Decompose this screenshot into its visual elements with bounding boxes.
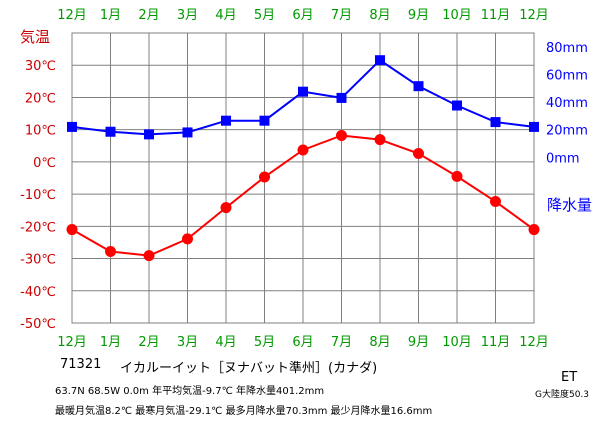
precip-tick-label: 20mm — [546, 124, 588, 139]
month-label-top: 1月 — [100, 8, 121, 23]
temp-axis-label: 気温 — [20, 28, 50, 46]
temp-tick-label: -10℃ — [20, 188, 56, 203]
precip-point — [336, 92, 347, 103]
month-label-bottom: 12月 — [57, 335, 87, 350]
month-label-bottom: 7月 — [331, 335, 352, 350]
precip-point — [182, 127, 193, 138]
temp-tick-label: 30℃ — [25, 59, 56, 74]
station-summary: 63.7N 68.5W 0.0m 年平均気温-9.7℃ 年降水量401.2mm — [55, 386, 325, 397]
month-label-bottom: 1月 — [100, 335, 121, 350]
station-id: 71321 — [60, 357, 102, 372]
temp-point — [336, 129, 347, 141]
temp-tick-label: 10℃ — [25, 124, 56, 139]
precip-point — [452, 100, 462, 111]
month-label-bottom: 8月 — [369, 335, 390, 350]
precip-point — [529, 121, 539, 132]
temp-point — [374, 134, 386, 146]
precip-point — [375, 55, 385, 66]
month-label-top: 7月 — [331, 8, 352, 23]
month-label-top: 6月 — [292, 8, 313, 23]
temp-tick-label: -50℃ — [20, 317, 56, 332]
precip-tick-label: 0mm — [546, 151, 580, 166]
precip-point — [298, 86, 308, 97]
temp-tick-label: -40℃ — [20, 285, 56, 300]
temp-point — [413, 148, 424, 160]
temp-point — [105, 245, 116, 257]
month-label-top: 3月 — [177, 8, 198, 23]
precip-tick-label: 60mm — [546, 68, 588, 83]
month-label-bottom: 12月 — [519, 335, 549, 350]
station-extremes: 最暖月気温8.2℃ 最寒月気温-29.1℃ 最多月降水量70.3mm 最少月降水… — [55, 406, 433, 417]
precip-tick-label: 40mm — [546, 96, 588, 111]
month-label-bottom: 11月 — [481, 335, 511, 350]
precip-point — [413, 81, 424, 92]
month-label-top: 2月 — [138, 8, 159, 23]
temp-point — [182, 233, 193, 245]
temp-point — [259, 171, 270, 183]
month-label-top: 12月 — [519, 8, 549, 23]
station-name: イカルーイット［ヌナバット準州］(カナダ) — [120, 361, 378, 376]
precip-point — [490, 117, 501, 128]
temp-point — [490, 196, 501, 208]
month-label-bottom: 5月 — [254, 335, 275, 350]
month-label-bottom: 10月 — [442, 335, 472, 350]
month-label-bottom: 4月 — [215, 335, 236, 350]
temp-point — [451, 170, 463, 182]
precip-point — [67, 121, 77, 132]
continentality: G大陸度50.3 — [535, 390, 590, 400]
month-label-bottom: 3月 — [177, 335, 198, 350]
precip-point — [259, 115, 270, 126]
precip-point — [105, 126, 116, 137]
temp-tick-label: -30℃ — [20, 253, 56, 268]
precip-tick-label: 80mm — [546, 41, 588, 56]
temp-point — [297, 144, 309, 156]
temp-tick-label: -20℃ — [20, 220, 56, 235]
month-label-bottom: 9月 — [408, 335, 429, 350]
month-label-bottom: 6月 — [292, 335, 313, 350]
month-label-top: 9月 — [408, 8, 429, 23]
month-label-top: 12月 — [57, 8, 87, 23]
month-label-bottom: 2月 — [138, 335, 159, 350]
precip-point — [144, 129, 154, 140]
month-label-top: 11月 — [481, 8, 511, 23]
precip-point — [221, 115, 231, 126]
month-label-top: 4月 — [215, 8, 236, 23]
month-label-top: 10月 — [442, 8, 472, 23]
temp-tick-label: 20℃ — [25, 91, 56, 106]
month-label-top: 5月 — [254, 8, 275, 23]
climate-class: ET — [561, 370, 578, 385]
precip-axis-label: 降水量 — [547, 196, 592, 214]
temp-point — [528, 224, 540, 236]
temp-tick-label: 0℃ — [33, 156, 56, 171]
temp-point — [143, 250, 155, 262]
month-label-top: 8月 — [369, 8, 390, 23]
temp-point — [66, 224, 78, 236]
temp-point — [220, 202, 232, 214]
